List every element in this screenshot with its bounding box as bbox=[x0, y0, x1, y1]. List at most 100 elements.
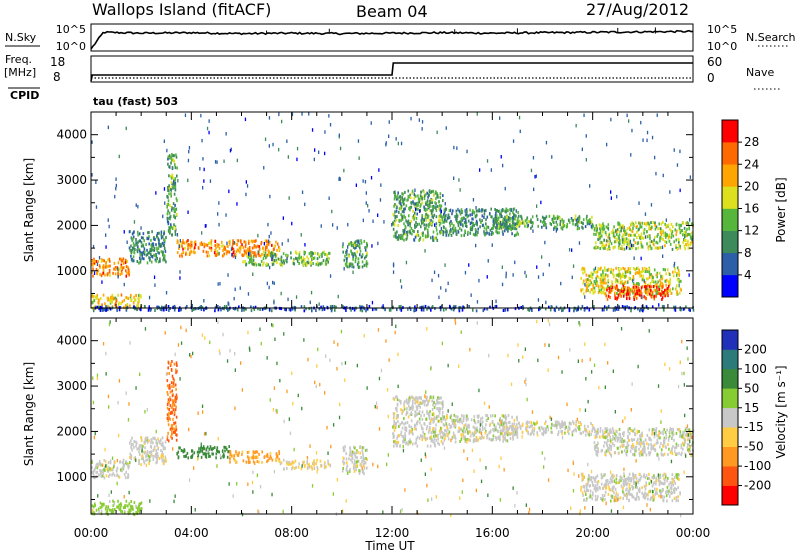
cell bbox=[215, 254, 217, 257]
cell bbox=[286, 467, 288, 470]
cell bbox=[659, 279, 661, 282]
cell bbox=[126, 462, 128, 466]
cell bbox=[408, 429, 411, 433]
cell bbox=[183, 449, 186, 453]
cell bbox=[139, 256, 141, 260]
cell bbox=[157, 251, 159, 254]
cell bbox=[136, 260, 139, 263]
velocity-map bbox=[91, 318, 695, 518]
cell bbox=[423, 434, 426, 438]
cell bbox=[560, 226, 563, 230]
cell bbox=[162, 441, 164, 445]
cell-scatter bbox=[338, 177, 340, 181]
cell bbox=[172, 408, 175, 412]
cell bbox=[680, 288, 682, 292]
cell bbox=[574, 217, 576, 221]
cell-scatter bbox=[444, 202, 446, 206]
cell bbox=[397, 197, 399, 201]
cell bbox=[156, 460, 158, 464]
cell bbox=[492, 437, 494, 441]
cell bbox=[514, 223, 516, 227]
cell bbox=[133, 246, 135, 250]
cell bbox=[136, 447, 139, 451]
cell bbox=[629, 271, 632, 275]
cell-scatter bbox=[310, 290, 313, 295]
cell-scatter bbox=[487, 259, 489, 263]
cell bbox=[491, 420, 494, 424]
cell bbox=[226, 307, 228, 311]
cell bbox=[590, 220, 593, 224]
cell bbox=[589, 218, 591, 222]
cell bbox=[173, 421, 175, 425]
cell-scatter bbox=[336, 226, 338, 230]
cell-scatter bbox=[501, 265, 503, 269]
cell bbox=[398, 234, 400, 238]
cell-scatter bbox=[475, 243, 477, 248]
cell bbox=[517, 221, 519, 225]
cell bbox=[665, 272, 667, 276]
cell bbox=[494, 219, 497, 223]
cell bbox=[173, 362, 176, 366]
cell bbox=[428, 426, 431, 430]
cell bbox=[416, 435, 419, 439]
cell bbox=[418, 197, 421, 201]
cell bbox=[485, 218, 487, 222]
cell-scatter bbox=[309, 300, 311, 305]
cell bbox=[209, 240, 212, 244]
cell bbox=[261, 460, 263, 464]
cell bbox=[683, 234, 686, 238]
nsky-line bbox=[90, 29, 694, 50]
cell-scatter bbox=[217, 212, 219, 216]
cell bbox=[632, 282, 635, 286]
cell-scatter bbox=[504, 186, 506, 191]
cell bbox=[462, 419, 465, 423]
cell bbox=[579, 421, 582, 425]
cell bbox=[355, 460, 358, 464]
cell bbox=[436, 406, 438, 410]
cell bbox=[400, 308, 403, 312]
cell bbox=[582, 222, 584, 226]
cell bbox=[509, 216, 511, 220]
cell bbox=[689, 233, 691, 236]
cell-scatter bbox=[179, 239, 181, 243]
cell-scatter bbox=[304, 243, 306, 247]
cell bbox=[623, 292, 625, 296]
cell bbox=[676, 266, 679, 270]
cell bbox=[138, 452, 141, 456]
cell bbox=[443, 218, 446, 222]
cell bbox=[177, 240, 179, 244]
cell bbox=[473, 433, 475, 437]
cell bbox=[521, 221, 524, 225]
cell bbox=[485, 418, 488, 422]
cell bbox=[91, 301, 94, 305]
cell-scatter bbox=[655, 171, 657, 176]
cell bbox=[461, 308, 464, 312]
cell bbox=[561, 223, 564, 227]
cell bbox=[655, 273, 658, 277]
cell bbox=[516, 418, 518, 422]
cell bbox=[549, 221, 552, 225]
cell bbox=[157, 437, 159, 441]
cell-scatter bbox=[581, 147, 583, 152]
cell bbox=[433, 193, 435, 197]
cell-scatter bbox=[388, 120, 390, 124]
cell bbox=[590, 288, 593, 292]
cell-scatter bbox=[188, 149, 190, 154]
cell bbox=[92, 473, 95, 477]
cell bbox=[680, 229, 683, 233]
cell bbox=[593, 286, 596, 290]
cell-scatter bbox=[269, 265, 271, 270]
cell bbox=[665, 279, 668, 283]
cell bbox=[537, 224, 539, 228]
cell bbox=[639, 309, 641, 313]
cell bbox=[175, 405, 177, 409]
cell bbox=[270, 456, 273, 460]
cell bbox=[171, 173, 174, 177]
cell-scatter bbox=[272, 255, 274, 259]
cell bbox=[165, 236, 167, 239]
cell bbox=[399, 401, 402, 405]
cell bbox=[621, 226, 623, 230]
cell bbox=[242, 254, 244, 258]
cell bbox=[275, 258, 277, 262]
cell bbox=[166, 437, 169, 441]
